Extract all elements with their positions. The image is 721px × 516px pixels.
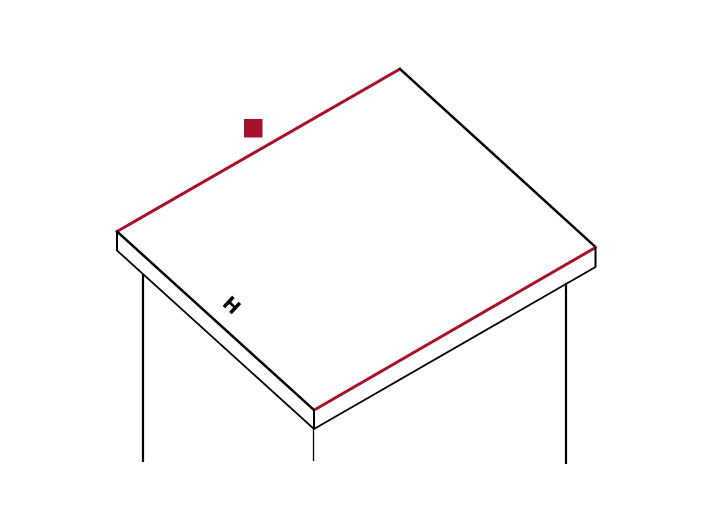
tabletop-top-face (115, 67, 597, 412)
tabletop-slab-thickness (116, 231, 597, 430)
bottom-edge-front-left (116, 249, 315, 430)
bottom-edge-front-right (313, 266, 597, 430)
top-edge-front-right-highlighted (314, 246, 597, 411)
table-legs (141, 274, 568, 464)
top-edge-back-right (398, 67, 597, 249)
top-edge-front-left (115, 230, 316, 412)
square-marker (244, 119, 263, 138)
top-edge-back-left-highlighted (115, 67, 402, 233)
